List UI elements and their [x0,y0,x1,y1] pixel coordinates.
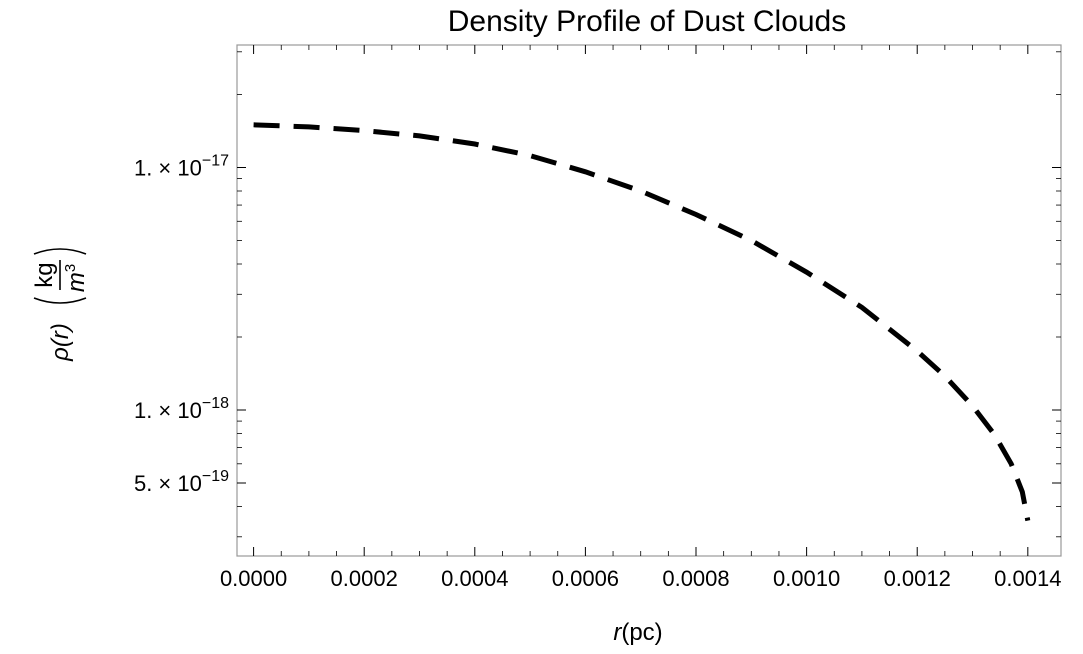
y-axis-ticks: 1. × 10−17 1. × 10−18 5. × 10−19 [134,51,1061,538]
y-tick-label: 1. × 10−18 [134,395,229,423]
x-tick-label: 0.0006 [552,566,619,591]
x-tick-label: 0.0004 [441,566,508,591]
x-axis-ticks: 0.0000 0.0002 0.0004 0.0006 0.0008 0.0010 0.00… [220,45,1061,591]
x-tick-label: 0.0008 [662,566,729,591]
y-axis-label-right-paren [33,248,87,255]
y-axis-label-unit-numerator: kg [31,262,58,287]
y-axis-label: ρ(r) kg m3 [31,248,90,362]
y-axis-label-left-paren [33,297,87,304]
svg-text:m3: m3 [62,264,90,292]
x-axis-label: r(pc) [613,619,662,646]
y-tick-label: 1. × 10−17 [134,152,229,180]
y-axis-label-unit-denominator: m [63,272,90,292]
y-tick-label: 5. × 10−19 [134,468,229,496]
y-axis-label-unit-exponent: 3 [62,264,79,272]
x-tick-label: 0.0012 [884,566,951,591]
density-curve [253,122,1031,522]
x-tick-label: 0.0014 [994,566,1061,591]
x-tick-label: 0.0000 [220,566,287,591]
chart-title: Density Profile of Dust Clouds [448,5,847,38]
x-tick-label: 0.0010 [773,566,840,591]
x-tick-label: 0.0002 [331,566,398,591]
x-axis-label-symbol: r [613,619,622,646]
x-axis-label-unit: (pc) [621,619,662,646]
y-axis-label-symbol: ρ(r) [47,323,74,362]
plot-frame [236,44,1062,557]
